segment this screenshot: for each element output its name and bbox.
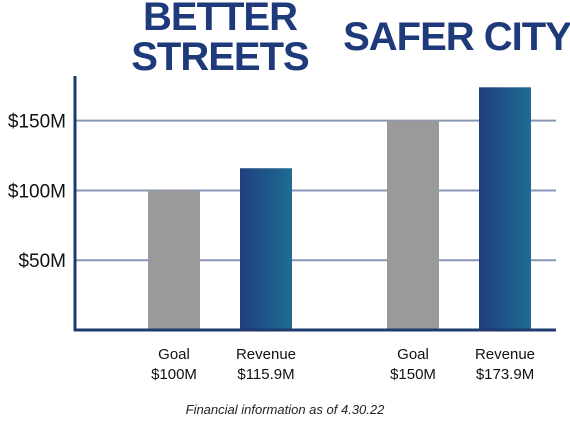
bar-safer-city-revenue	[479, 87, 531, 330]
bar-value-label: $150M	[390, 366, 436, 383]
y-tick-label: $50M	[18, 251, 66, 272]
x-category-label: Revenue	[236, 346, 296, 363]
x-category-label: Goal	[158, 346, 190, 363]
bar-safer-city-goal	[387, 120, 439, 331]
bar-better-streets-revenue	[240, 168, 292, 330]
x-category-label: Goal	[397, 346, 429, 363]
group-title-safer-city: SAFER CITY	[343, 15, 570, 59]
x-category-label: Revenue	[475, 346, 535, 363]
y-tick-label: $100M	[8, 181, 66, 202]
group-title-better-streets-line2: STREETS	[131, 35, 309, 79]
y-tick-label: $150M	[8, 112, 66, 133]
x-category-labels: Goal $100M Revenue $115.9M Goal $150M Revenue $…	[151, 346, 535, 383]
bar-value-label: $100M	[151, 366, 197, 383]
bar-better-streets-goal	[148, 190, 200, 330]
bar-value-label: $173.9M	[476, 366, 534, 383]
group-title-better-streets-line1: BETTER	[143, 0, 298, 39]
footnote: Financial information as of 4.30.22	[186, 402, 385, 417]
bar-value-label: $115.9M	[237, 366, 294, 383]
y-tick-labels: $50M $100M $150M	[8, 112, 66, 273]
bars	[148, 87, 531, 331]
